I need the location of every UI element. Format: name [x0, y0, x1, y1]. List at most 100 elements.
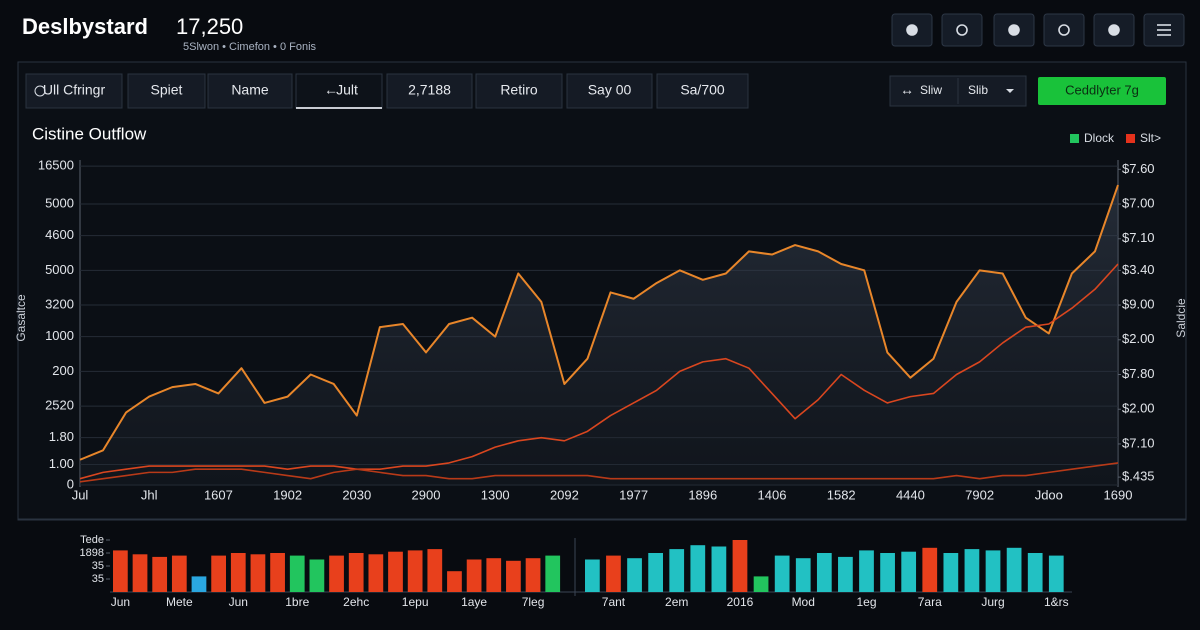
bar	[1048, 555, 1064, 592]
bar	[191, 576, 207, 592]
bar-x-tick-label: 7ant	[602, 595, 626, 609]
y2-tick-label: $2.00	[1122, 401, 1155, 416]
bar	[964, 549, 980, 592]
bar	[943, 553, 959, 592]
y-tick-label: 1.80	[49, 429, 74, 444]
bar	[585, 559, 600, 592]
line	[79, 462, 1119, 483]
bar	[388, 551, 403, 592]
x-tick-label: Jhl	[141, 487, 158, 502]
bar	[753, 576, 769, 592]
bar	[901, 551, 917, 592]
y2-tick-label: $9.00	[1122, 296, 1155, 311]
bar-x-tick-label: 1bre	[285, 595, 309, 609]
dropdown-caret	[1006, 89, 1014, 93]
bar-y-tick-label: Tede	[80, 534, 104, 546]
bar-x-tick-label: Jurg	[981, 595, 1004, 609]
primary-button[interactable]	[1038, 77, 1166, 105]
bar-x-tick-label: Jun	[229, 595, 248, 609]
bar	[690, 545, 706, 592]
x-tick-label: 1406	[758, 487, 787, 502]
tab[interactable]	[475, 73, 563, 109]
y-tick-label: 0	[67, 476, 74, 491]
y2-tick-label: $7.80	[1122, 366, 1155, 381]
bar	[1027, 553, 1043, 592]
y-axis-label: Gasaltce	[14, 294, 28, 342]
bar	[466, 559, 482, 592]
x-tick-label: 4440	[896, 487, 925, 502]
x-tick-label: 1690	[1104, 487, 1133, 502]
bar	[795, 558, 811, 592]
bar-x-tick-label: 2em	[665, 595, 688, 609]
y2-tick-label: $7.60	[1122, 161, 1155, 176]
bar	[309, 559, 325, 592]
y-tick-label: 5000	[45, 195, 74, 210]
x-tick-label: 1582	[827, 487, 856, 502]
tab[interactable]	[386, 73, 473, 109]
bar	[368, 554, 384, 592]
tab-label: Name	[231, 82, 269, 98]
bar-x-tick-label: 1&rs	[1044, 595, 1069, 609]
tab[interactable]	[207, 73, 293, 109]
bar	[171, 555, 187, 592]
bar	[880, 553, 895, 592]
bar-x-tick-label: Mete	[166, 595, 193, 609]
primary-button-label: Ceddlyter 7g	[1065, 82, 1139, 97]
bar	[250, 554, 266, 592]
bar	[329, 555, 344, 592]
legend-swatch	[1070, 134, 1079, 143]
bar	[711, 546, 727, 592]
icon	[906, 24, 918, 36]
x-tick-label: 1607	[204, 487, 233, 502]
tab[interactable]	[127, 73, 206, 109]
x-tick-label: 2900	[412, 487, 441, 502]
bar	[545, 555, 561, 592]
y-tick-label: 4600	[45, 227, 74, 242]
y-tick-label: 2520	[45, 398, 74, 413]
tab[interactable]	[295, 73, 383, 109]
bar	[113, 550, 128, 592]
legend-swatch	[1126, 134, 1135, 143]
area	[80, 185, 1118, 486]
y2-tick-label: $7.10	[1122, 435, 1155, 450]
bar-x-tick-label: 7leg	[522, 595, 545, 609]
bar-x-tick-label: 7ara	[918, 595, 942, 609]
y2-tick-label: $7.00	[1122, 195, 1155, 210]
bar-x-tick-label: Mod	[792, 595, 815, 609]
y2-tick-label: $7.10	[1122, 230, 1155, 245]
bar	[774, 555, 790, 592]
icon-button[interactable]	[1043, 13, 1085, 47]
tab[interactable]	[25, 73, 123, 109]
tab[interactable]	[656, 73, 749, 109]
filter-label: Sliw	[920, 83, 942, 97]
x-tick-label: 1977	[619, 487, 648, 502]
y-tick-label: 3200	[45, 296, 74, 311]
tab-label: Retiro	[500, 82, 538, 98]
bar	[506, 560, 521, 592]
tab-icon	[34, 85, 46, 97]
bar	[486, 558, 502, 592]
tab-label: Spiet	[151, 82, 183, 98]
x-tick-label: 7902	[965, 487, 994, 502]
bar	[859, 550, 874, 592]
bar	[427, 549, 443, 592]
icon	[1108, 24, 1120, 36]
x-tick-label: 1896	[688, 487, 717, 502]
tab[interactable]	[566, 73, 653, 109]
bar-x-tick-label: 1eg	[856, 595, 876, 609]
y2-tick-label: $2.00	[1122, 331, 1155, 346]
bar-x-tick-label: 1aye	[461, 595, 487, 609]
bar	[132, 554, 148, 592]
legend-label: Slt>	[1140, 131, 1161, 145]
x-tick-label: Jdoo	[1035, 487, 1063, 502]
bar	[289, 555, 305, 592]
bar-y-tick-label: 1898	[80, 547, 104, 559]
y-tick-label: 16500	[38, 158, 74, 173]
icon-button[interactable]	[941, 13, 983, 47]
y2-tick-label: $.435	[1122, 469, 1155, 484]
filter-label: Slib	[968, 83, 988, 97]
icon	[1008, 24, 1020, 36]
bar	[152, 556, 168, 592]
bar	[230, 553, 246, 592]
